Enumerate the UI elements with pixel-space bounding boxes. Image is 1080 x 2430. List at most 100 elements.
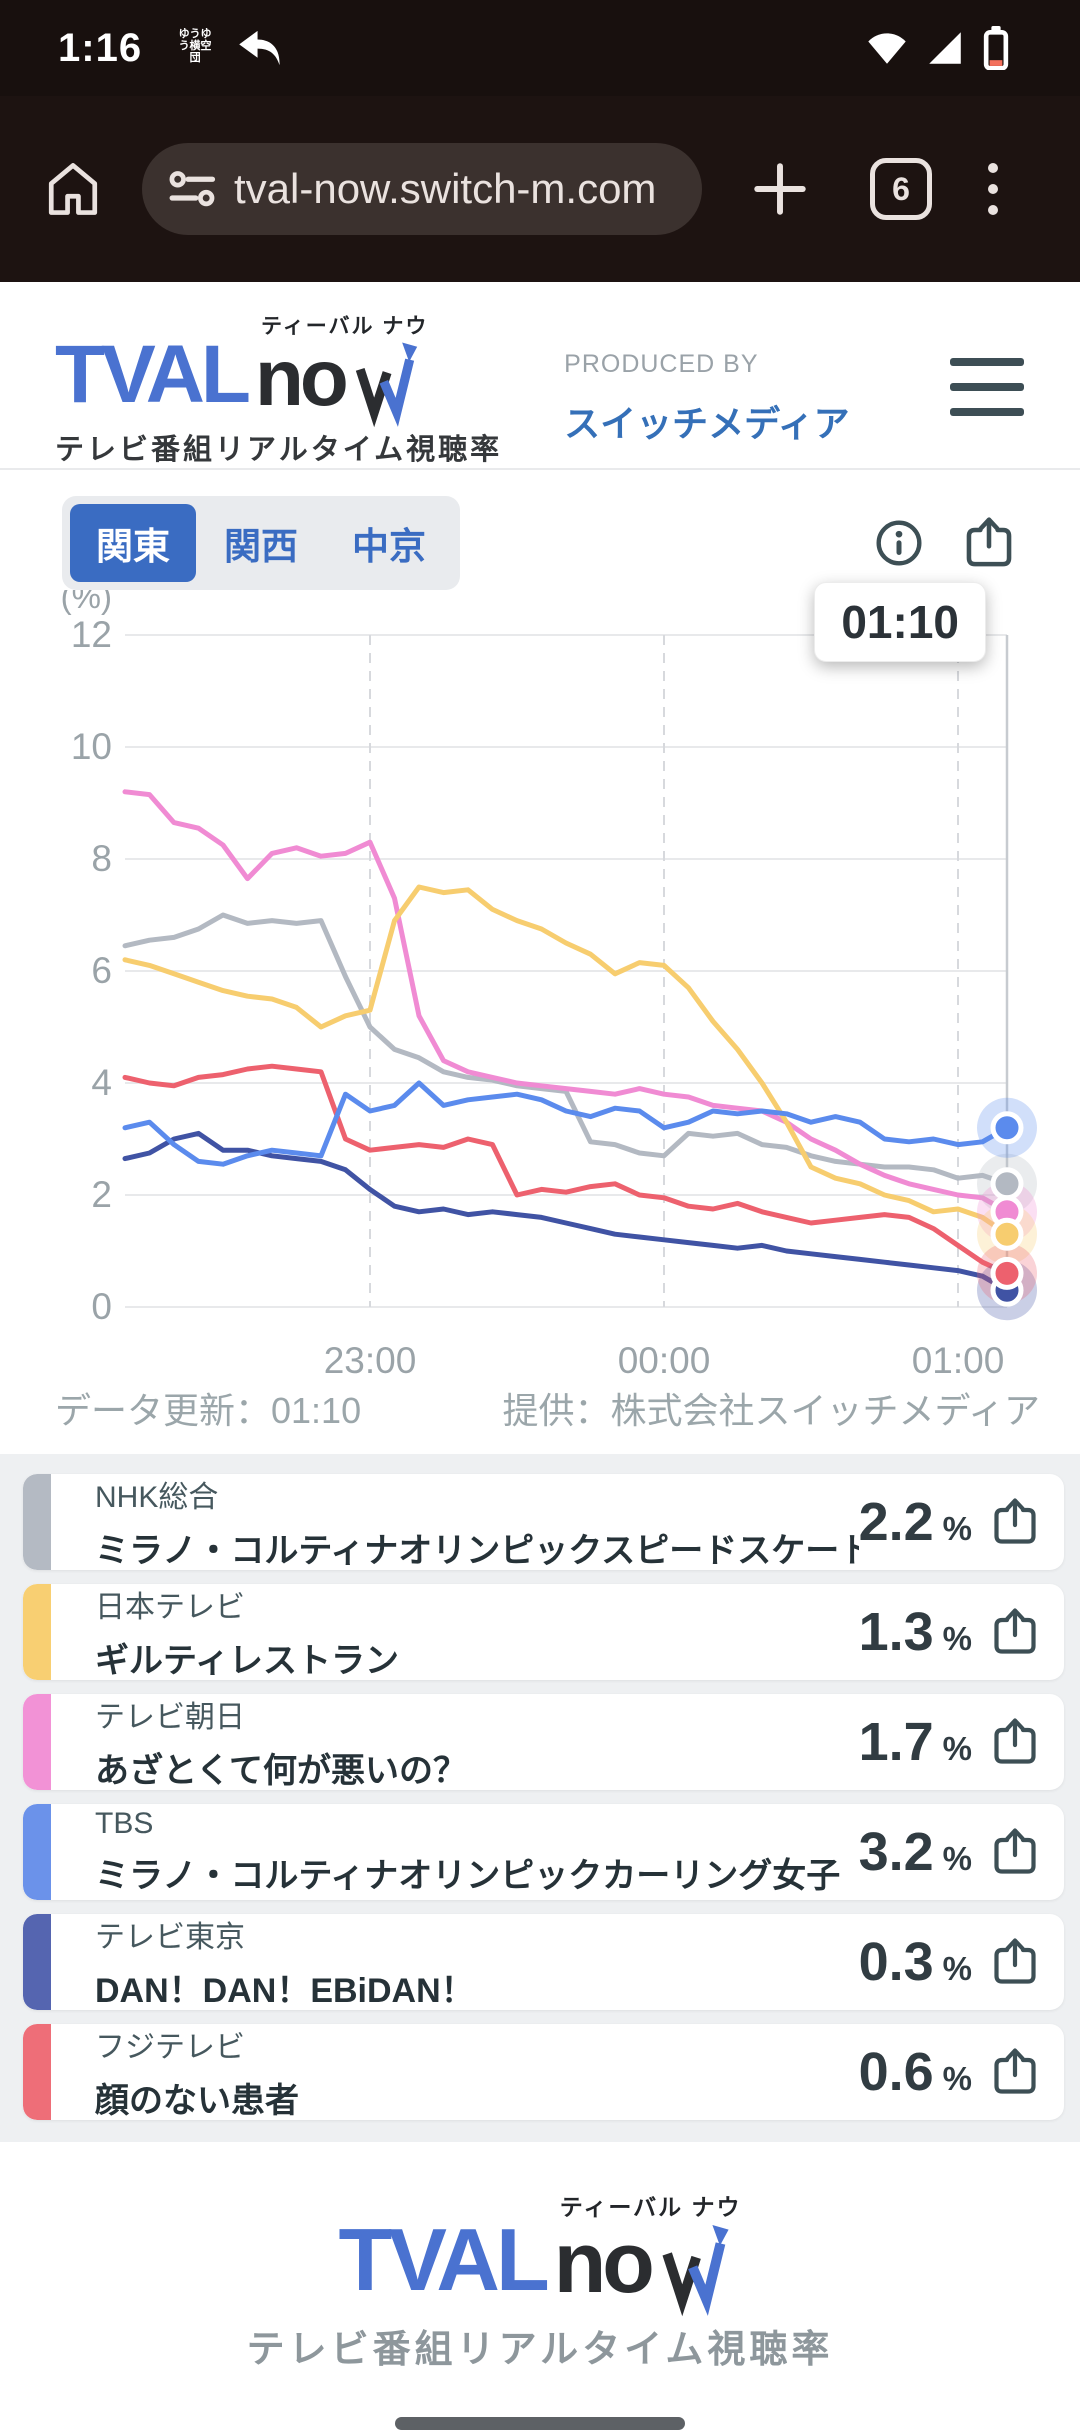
channel-rating-value: 2.2: [858, 1492, 934, 1552]
footer-logo-tval-text: TVAL: [338, 2210, 549, 2310]
channel-rating-value: 1.7: [858, 1712, 934, 1772]
channel-share-button[interactable]: [992, 2048, 1038, 2096]
y-axis-unit: (%): [61, 590, 112, 615]
channel-station: 日本テレビ: [95, 1591, 245, 1624]
x-tick-23:00: 23:00: [324, 1340, 417, 1380]
chart-svg[interactable]: 0 2 4 6 8 10 12(%) 23:00 00:00 01:00: [0, 590, 1080, 1380]
browser-toolbar: tval-now.switch-m.com 6: [0, 96, 1080, 282]
channel-share-button[interactable]: [992, 1498, 1038, 1546]
series-line-0: [122, 912, 1010, 1187]
browser-menu-button[interactable]: [988, 163, 998, 215]
footer-logo-now-text: no: [553, 2214, 655, 2311]
gesture-navigation-handle[interactable]: [395, 2417, 685, 2430]
footer-logo-subtitle: テレビ番組リアルタイム視聴率: [246, 2329, 834, 2371]
logo-tval-text: TVAL: [55, 329, 251, 421]
channel-rating-unit: %: [942, 1840, 972, 1877]
region-tab-2[interactable]: 中京: [352, 526, 426, 567]
tab-count: 6: [892, 170, 910, 207]
status-clock: 1:16: [58, 25, 143, 70]
channel-card[interactable]: NHK総合 ミラノ・コルティナオリンピックスピードスケート 2.2 %: [23, 1474, 1064, 1570]
channel-rating-unit: %: [942, 1510, 972, 1547]
produced-by-label: PRODUCED BY: [564, 350, 759, 378]
channel-color-bar: [23, 2024, 51, 2120]
reply-notification-icon: [239, 30, 280, 66]
channel-list: NHK総合 ミラノ・コルティナオリンピックスピードスケート 2.2 % 日本テレ…: [0, 1454, 1080, 2142]
channel-card[interactable]: テレビ東京 DAN！DAN！EBiDAN！ 0.3 %: [23, 1914, 1064, 2010]
channel-rating-unit: %: [942, 1620, 972, 1657]
region-tab-1[interactable]: 関西: [224, 526, 298, 567]
controls-row: 関東 関西 中京: [62, 496, 1014, 590]
page-footer: TVAL ティーバル ナウ no テレビ番組リアルタイム視聴率: [0, 2142, 1080, 2430]
footer-logo-ruby-text: ティーバル ナウ: [559, 2194, 742, 2220]
channel-color-bar: [23, 1474, 51, 1570]
x-tick-01:00: 01:00: [912, 1340, 1005, 1380]
channel-color-bar: [23, 1584, 51, 1680]
y-tick-0: 0: [91, 1286, 112, 1327]
series-line-1: [122, 884, 1010, 1237]
logo-ruby-text: ティーバル ナウ: [261, 315, 429, 338]
app-notification-icon: ゆうゆう横空団: [178, 28, 212, 64]
channel-program: DAN！DAN！EBiDAN！: [95, 1972, 475, 2010]
series-endpoint-dot-5[interactable]: [990, 1256, 1024, 1290]
channel-color-bar: [23, 1914, 51, 2010]
channel-station: テレビ東京: [95, 1921, 245, 1954]
series-line-2: [122, 789, 1010, 1215]
channel-rating-unit: %: [942, 2060, 972, 2097]
series-endpoint-dot-0[interactable]: [990, 1167, 1024, 1201]
wifi-icon: [868, 33, 906, 64]
channel-share-button[interactable]: [992, 1718, 1038, 1766]
tvalnow-logo[interactable]: TVAL ティーバル ナウ no テレビ番組リアルタイム視聴率: [55, 310, 502, 468]
menu-hamburger-button[interactable]: [950, 358, 1024, 468]
channel-rating-value: 3.2: [858, 1822, 934, 1882]
site-header: TVAL ティーバル ナウ no テレビ番組リアルタイム視聴率 PRODUCED…: [0, 282, 1080, 470]
channel-rating-value: 0.3: [858, 1932, 934, 1992]
home-button[interactable]: [44, 160, 102, 218]
series-endpoint-dot-3[interactable]: [990, 1111, 1024, 1145]
series-endpoint-dot-1[interactable]: [990, 1217, 1024, 1251]
battery-icon: [983, 26, 1009, 70]
channel-card[interactable]: TBS ミラノ・コルティナオリンピックカーリング女子 3.2 %: [23, 1804, 1064, 1900]
current-time-tooltip: 01:10: [814, 582, 986, 662]
info-button[interactable]: [874, 518, 924, 568]
y-tick-6: 6: [91, 950, 112, 991]
channel-share-button[interactable]: [992, 1828, 1038, 1876]
provider-caption: 提供：株式会社スイッチメディア: [502, 1390, 1040, 1431]
tab-switcher-button[interactable]: 6: [870, 158, 932, 220]
channel-share-button[interactable]: [992, 1938, 1038, 1986]
site-settings-icon[interactable]: [168, 168, 218, 210]
y-tick-4: 4: [91, 1062, 112, 1103]
channel-card[interactable]: 日本テレビ ギルティレストラン 1.3 %: [23, 1584, 1064, 1680]
channel-program: ミラノ・コルティナオリンピックカーリング女子: [95, 1857, 841, 1895]
url-text: tval-now.switch-m.com: [234, 165, 657, 212]
status-bar: 1:16 ゆうゆう横空団: [0, 0, 1080, 96]
region-tabs: 関東 関西 中京: [62, 496, 460, 590]
channel-rating-unit: %: [942, 1730, 972, 1767]
channel-program: ギルティレストラン: [95, 1642, 399, 1680]
channel-share-button[interactable]: [992, 1608, 1038, 1656]
region-tab-0-selected[interactable]: 関東: [70, 504, 196, 582]
y-tick-8: 8: [91, 838, 112, 879]
channel-card[interactable]: フジテレビ 顔のない患者 0.6 %: [23, 2024, 1064, 2120]
series-line-5: [122, 1063, 1010, 1276]
share-button[interactable]: [964, 517, 1014, 569]
producer-link[interactable]: スイッチメディア: [564, 403, 850, 444]
address-bar[interactable]: tval-now.switch-m.com: [142, 143, 702, 235]
channel-station: フジテレビ: [95, 2031, 245, 2064]
channel-station: TBS: [95, 1807, 154, 1840]
channel-rating-value: 1.3: [858, 1602, 934, 1662]
channel-card[interactable]: テレビ朝日 あざとくて何が悪いの？ 1.7 %: [23, 1694, 1064, 1790]
channel-program: 顔のない患者: [95, 2082, 299, 2120]
channel-station: NHK総合: [95, 1481, 219, 1514]
channel-program: あざとくて何が悪いの？: [95, 1752, 467, 1790]
channel-rating-value: 0.6: [858, 2042, 934, 2102]
footer-logo-arrow-w-icon: [662, 2224, 729, 2317]
logo-now-text: no: [255, 333, 349, 422]
y-tick-10: 10: [71, 726, 112, 767]
logo-arrow-w-icon: [355, 342, 417, 428]
footer-logo[interactable]: TVAL ティーバル ナウ no: [338, 2188, 742, 2317]
data-updated-caption: データ更新：01:10: [55, 1390, 362, 1431]
chart-area: 01:10 0 2 4 6 8 10 12 (%) 23:00 00:00 01:00: [0, 582, 1080, 1380]
series-line-3: [122, 1080, 1010, 1167]
new-tab-button[interactable]: [752, 161, 808, 217]
x-tick-00:00: 00:00: [618, 1340, 711, 1380]
